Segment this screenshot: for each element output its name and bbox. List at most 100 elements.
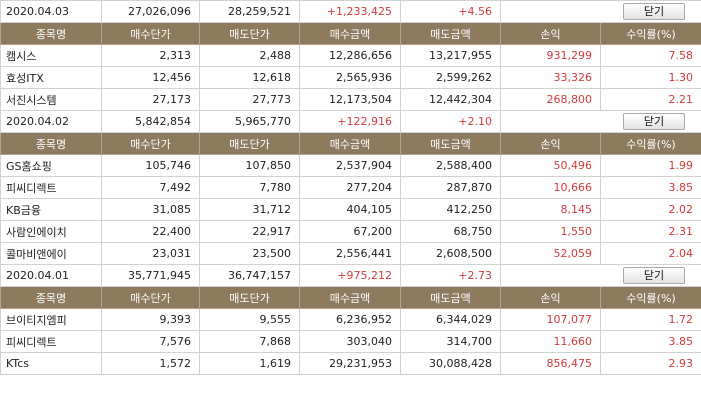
- stock-name: 효성ITX: [0, 66, 102, 89]
- column-header: 매도금액: [400, 132, 501, 155]
- table-cell: 2,608,500: [400, 242, 501, 265]
- table-cell: 2,537,904: [299, 154, 401, 177]
- close-button[interactable]: 닫기: [623, 113, 685, 130]
- table-cell: 13,217,955: [400, 44, 501, 67]
- table-row[interactable]: 효성ITX 12,456 12,618 2,565,936 2,599,262 33,32…: [0, 66, 701, 89]
- table-cell: 2.93: [600, 352, 701, 375]
- table-cell: 2,488: [199, 44, 300, 67]
- table-row[interactable]: GS홈쇼핑 105,746 107,850 2,537,904 2,588,400 50,…: [0, 154, 701, 177]
- table-cell: 10,666: [500, 176, 601, 199]
- table-cell: 22,917: [199, 220, 300, 243]
- table-cell: 9,393: [101, 308, 200, 331]
- summary-date: 2020.04.02: [0, 110, 102, 133]
- stock-name: GS홈쇼핑: [0, 154, 102, 177]
- close-button[interactable]: 닫기: [623, 267, 685, 284]
- column-header: 종목명: [0, 286, 102, 309]
- table-cell: 29,231,953: [299, 352, 401, 375]
- table-cell: 2.21: [600, 88, 701, 111]
- column-header: 매도금액: [400, 22, 501, 45]
- summary-sell-total: 5,965,770: [199, 110, 300, 133]
- table-cell: 1.99: [600, 154, 701, 177]
- column-header: 종목명: [0, 22, 102, 45]
- table-cell: 33,326: [500, 66, 601, 89]
- table-cell: 30,088,428: [400, 352, 501, 375]
- table-cell: 52,059: [500, 242, 601, 265]
- table-row[interactable]: 브이티지엠피 9,393 9,555 6,236,952 6,344,029 107,07…: [0, 308, 701, 331]
- table-cell: 1.72: [600, 308, 701, 331]
- table-cell: 7.58: [600, 44, 701, 67]
- column-header: 매수단가: [101, 132, 200, 155]
- table-row[interactable]: 피씨디렉트 7,492 7,780 277,204 287,870 10,666 3.85: [0, 176, 701, 199]
- table-cell: 12,173,504: [299, 88, 401, 111]
- table-row[interactable]: 피씨디렉트 7,576 7,868 303,040 314,700 11,660 3.85: [0, 330, 701, 353]
- table-cell: 7,868: [199, 330, 300, 353]
- summary-date: 2020.04.03: [0, 0, 102, 23]
- table-cell: 3.85: [600, 176, 701, 199]
- date-summary-row: 2020.04.01 35,771,945 36,747,157 +975,212 +2…: [0, 264, 701, 287]
- summary-sell-total: 36,747,157: [199, 264, 300, 287]
- column-header: 매수금액: [299, 22, 401, 45]
- table-row[interactable]: KB금융 31,085 31,712 404,105 412,250 8,145 2.02: [0, 198, 701, 221]
- table-cell: 27,773: [199, 88, 300, 111]
- table-cell: 3.85: [600, 330, 701, 353]
- table-cell: 931,299: [500, 44, 601, 67]
- table-cell: 856,475: [500, 352, 601, 375]
- table-row[interactable]: 콜마비앤에이 23,031 23,500 2,556,441 2,608,500 52,0…: [0, 242, 701, 265]
- summary-buy-total: 35,771,945: [101, 264, 200, 287]
- table-cell: 7,780: [199, 176, 300, 199]
- stock-name: 서진시스템: [0, 88, 102, 111]
- stock-name: 피씨디렉트: [0, 176, 102, 199]
- stock-name: 브이티지엠피: [0, 308, 102, 331]
- table-cell: 2.04: [600, 242, 701, 265]
- table-row[interactable]: 서진시스템 27,173 27,773 12,173,504 12,442,304 268…: [0, 88, 701, 111]
- summary-date: 2020.04.01: [0, 264, 102, 287]
- date-summary-row: 2020.04.03 27,026,096 28,259,521 +1,233,425…: [0, 0, 701, 23]
- summary-rate: +2.73: [400, 264, 501, 287]
- column-header: 매도단가: [199, 22, 300, 45]
- column-header: 종목명: [0, 132, 102, 155]
- table-cell: 105,746: [101, 154, 200, 177]
- table-cell: 31,085: [101, 198, 200, 221]
- column-header: 매도단가: [199, 132, 300, 155]
- table-cell: 2,565,936: [299, 66, 401, 89]
- summary-buy-total: 5,842,854: [101, 110, 200, 133]
- table-cell: 27,173: [101, 88, 200, 111]
- close-cell: 닫기: [500, 0, 701, 23]
- column-header: 매도단가: [199, 286, 300, 309]
- column-header: 매수금액: [299, 286, 401, 309]
- table-cell: 12,286,656: [299, 44, 401, 67]
- table-row[interactable]: 사람인에이치 22,400 22,917 67,200 68,750 1,550 2.31: [0, 220, 701, 243]
- table-row[interactable]: 캠시스 2,313 2,488 12,286,656 13,217,955 931,299…: [0, 44, 701, 67]
- summary-buy-total: 27,026,096: [101, 0, 200, 23]
- column-header: 손익: [500, 22, 601, 45]
- date-summary-row: 2020.04.02 5,842,854 5,965,770 +122,916 +2.1…: [0, 110, 701, 133]
- stock-name: 사람인에이치: [0, 220, 102, 243]
- column-header: 손익: [500, 132, 601, 155]
- table-cell: 314,700: [400, 330, 501, 353]
- table-cell: 12,442,304: [400, 88, 501, 111]
- table-cell: 1.30: [600, 66, 701, 89]
- column-header-row: 종목명 매수단가 매도단가 매수금액 매도금액 손익 수익률(%): [0, 286, 701, 309]
- summary-rate: +4.56: [400, 0, 501, 23]
- summary-profit: +975,212: [299, 264, 401, 287]
- table-cell: 107,850: [199, 154, 300, 177]
- stock-name: KB금융: [0, 198, 102, 221]
- table-cell: 2.31: [600, 220, 701, 243]
- table-cell: 6,344,029: [400, 308, 501, 331]
- column-header: 수익률(%): [600, 22, 701, 45]
- column-header: 매수단가: [101, 22, 200, 45]
- table-cell: 404,105: [299, 198, 401, 221]
- column-header: 매수단가: [101, 286, 200, 309]
- table-row[interactable]: KTcs 1,572 1,619 29,231,953 30,088,428 856,47…: [0, 352, 701, 375]
- close-button[interactable]: 닫기: [623, 3, 685, 20]
- table-cell: 7,576: [101, 330, 200, 353]
- column-header-row: 종목명 매수단가 매도단가 매수금액 매도금액 손익 수익률(%): [0, 132, 701, 155]
- summary-rate: +2.10: [400, 110, 501, 133]
- column-header: 손익: [500, 286, 601, 309]
- table-cell: 268,800: [500, 88, 601, 111]
- stock-name: 콜마비앤에이: [0, 242, 102, 265]
- table-cell: 50,496: [500, 154, 601, 177]
- table-cell: 7,492: [101, 176, 200, 199]
- table-cell: 8,145: [500, 198, 601, 221]
- summary-profit: +1,233,425: [299, 0, 401, 23]
